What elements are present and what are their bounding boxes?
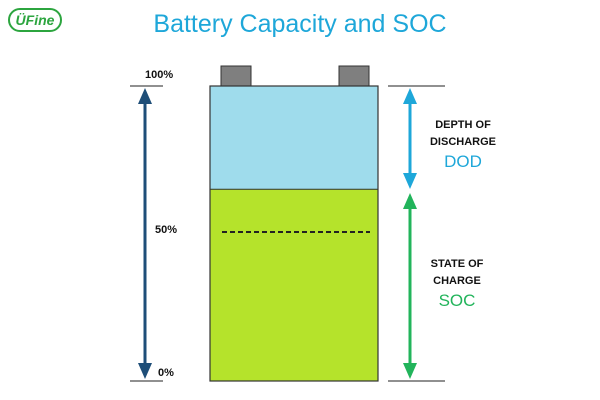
scale-label-50: 50% xyxy=(155,224,178,236)
soc-label: STATE OF CHARGE SOC xyxy=(402,256,512,312)
scale-label-100: 100% xyxy=(145,69,174,81)
page-title: Battery Capacity and SOC xyxy=(153,10,447,38)
dod-label-line2: DISCHARGE xyxy=(429,136,496,148)
dod-label-line1: DEPTH OF xyxy=(435,119,491,131)
soc-arrow-down-head xyxy=(403,363,417,379)
ufine-logo: ÜFine xyxy=(8,8,62,32)
battery-terminal-left xyxy=(220,65,252,87)
soc-label-line1: STATE OF xyxy=(430,258,484,270)
soc-arrow-up-head xyxy=(403,193,417,209)
scale-arrow-up-head xyxy=(138,88,152,104)
scale-label-0: 0% xyxy=(158,367,174,379)
soc-abbreviation: SOC xyxy=(438,291,476,310)
battery-discharged-region xyxy=(210,86,378,190)
battery-terminal-right xyxy=(338,65,370,87)
dod-arrow-down-head xyxy=(403,173,417,189)
scale-arrow-down-head xyxy=(138,363,152,379)
dod-arrow-up-head xyxy=(403,88,417,104)
dod-label: DEPTH OF DISCHARGE DOD xyxy=(408,117,518,173)
battery-charged-region xyxy=(210,189,378,381)
battery-outline xyxy=(209,85,379,382)
dod-abbreviation: DOD xyxy=(444,152,482,171)
soc-label-line2: CHARGE xyxy=(433,275,481,287)
